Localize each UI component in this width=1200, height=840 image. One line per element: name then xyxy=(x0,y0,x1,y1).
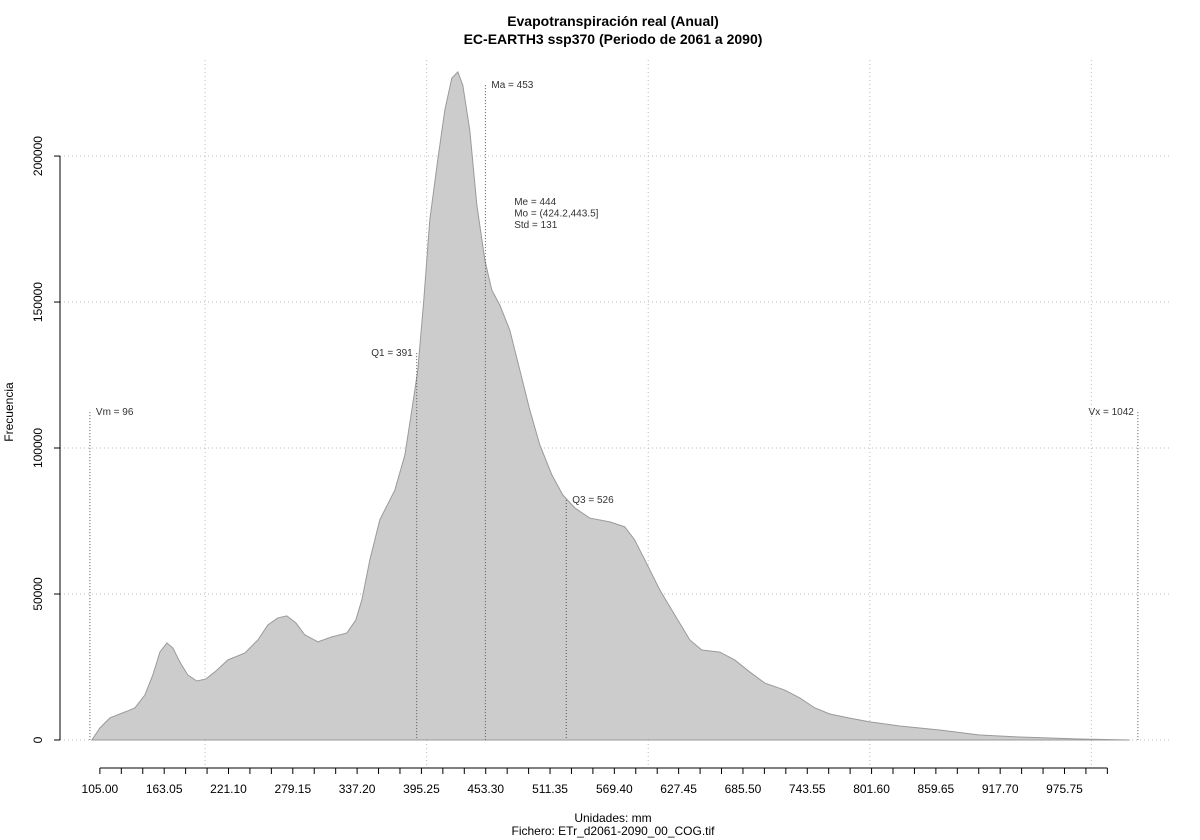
y-tick-label: 50000 xyxy=(31,577,45,611)
x-axis-label: Unidades: mm xyxy=(574,811,651,825)
x-tick-label: 453.30 xyxy=(467,782,504,796)
density-area xyxy=(90,71,1130,741)
chart-subtitle: EC-EARTH3 ssp370 (Periodo de 2061 a 2090… xyxy=(464,31,763,47)
x-tick-label: 279.15 xyxy=(274,782,311,796)
y-tick-label: 0 xyxy=(31,736,45,743)
x-tick-label: 743.55 xyxy=(789,782,826,796)
chart-title: Evapotranspiración real (Anual) xyxy=(507,13,719,29)
x-tick-label: 917.70 xyxy=(982,782,1019,796)
stat-text: Me = 444 xyxy=(514,197,556,208)
x-tick-label: 975.75 xyxy=(1046,782,1083,796)
x-tick-label: 105.00 xyxy=(82,782,119,796)
y-tick-label: 150000 xyxy=(31,282,45,322)
stat-label: Vx = 1042 xyxy=(1089,407,1135,418)
x-tick-label: 569.40 xyxy=(596,782,633,796)
x-tick-label: 511.35 xyxy=(532,782,568,796)
stat-label: Ma = 453 xyxy=(491,80,533,91)
x-tick-label: 337.20 xyxy=(339,782,376,796)
y-tick-label: 100000 xyxy=(31,428,45,468)
x-tick-label: 859.65 xyxy=(918,782,955,796)
caption: Fichero: ETr_d2061-2090_00_COG.tif xyxy=(512,824,716,838)
stat-text: Mo = (424.2,443.5] xyxy=(514,208,598,219)
stat-label: Vm = 96 xyxy=(96,407,134,418)
stat-label: Q1 = 391 xyxy=(371,348,413,359)
y-axis-label: Frecuencia xyxy=(2,382,16,442)
y-tick-label: 200000 xyxy=(31,136,45,176)
stat-text: Std = 131 xyxy=(514,220,558,231)
stat-label: Q3 = 526 xyxy=(572,495,614,506)
x-tick-label: 801.60 xyxy=(853,782,890,796)
x-tick-label: 163.05 xyxy=(146,782,183,796)
x-tick-label: 395.25 xyxy=(403,782,440,796)
x-tick-label: 627.45 xyxy=(660,782,697,796)
x-tick-label: 221.10 xyxy=(210,782,247,796)
x-tick-label: 685.50 xyxy=(725,782,762,796)
